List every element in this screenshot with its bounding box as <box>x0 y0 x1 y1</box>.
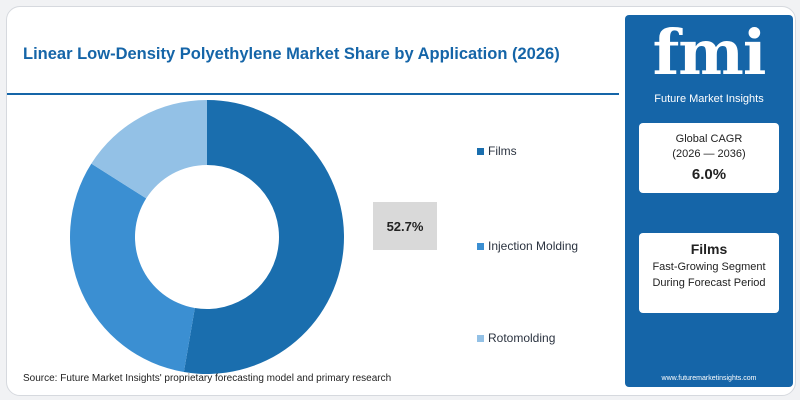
films-value-label: 52.7% <box>373 202 437 250</box>
legend-label-injection-molding: Injection Molding <box>488 239 579 253</box>
chart-title: Linear Low-Density Polyethylene Market S… <box>23 45 560 63</box>
donut-slice-injection-molding <box>70 163 195 373</box>
segment-line-2: During Forecast Period <box>652 277 766 289</box>
films-value-text: 52.7% <box>386 218 424 234</box>
segment-line-1: Fast-Growing Segment <box>652 261 766 273</box>
segment-panel: Films Fast-Growing Segment During Foreca… <box>639 233 779 313</box>
cagr-period: (2026 — 2036) <box>672 148 746 160</box>
legend-item-rotomolding: Rotomolding <box>477 331 555 345</box>
cagr-value: 6.0% <box>691 166 727 183</box>
legend-label-films: Films <box>488 144 517 158</box>
fmi-logo: fmi <box>652 16 767 89</box>
legend-swatch-rotomolding <box>477 334 484 342</box>
legend-swatch-injection-molding <box>477 242 484 250</box>
donut-slice-films <box>183 100 344 374</box>
fmi-logo-subtitle: Future Market Insights <box>654 93 764 105</box>
cagr-panel: Global CAGR (2026 — 2036) 6.0% <box>639 123 779 193</box>
segment-name: Films <box>690 241 728 257</box>
chart-card: Linear Low-Density Polyethylene Market S… <box>6 6 796 396</box>
donut-slice-rotomolding <box>91 100 207 199</box>
website-url: www.futuremarketinsights.com <box>661 375 757 382</box>
legend-swatch-films <box>477 147 484 155</box>
legend-item-injection-molding: Injection Molding <box>477 239 578 253</box>
title-divider <box>7 93 619 95</box>
legend-item-films: Films <box>477 144 517 158</box>
cagr-label: Global CAGR <box>675 133 743 145</box>
donut-chart <box>70 100 344 374</box>
fmi-sidebar: fmi Future Market Insights Global CAGR (… <box>625 15 793 387</box>
source-note: Source: Future Market Insights' propriet… <box>23 373 392 384</box>
legend-label-rotomolding: Rotomolding <box>488 331 556 345</box>
